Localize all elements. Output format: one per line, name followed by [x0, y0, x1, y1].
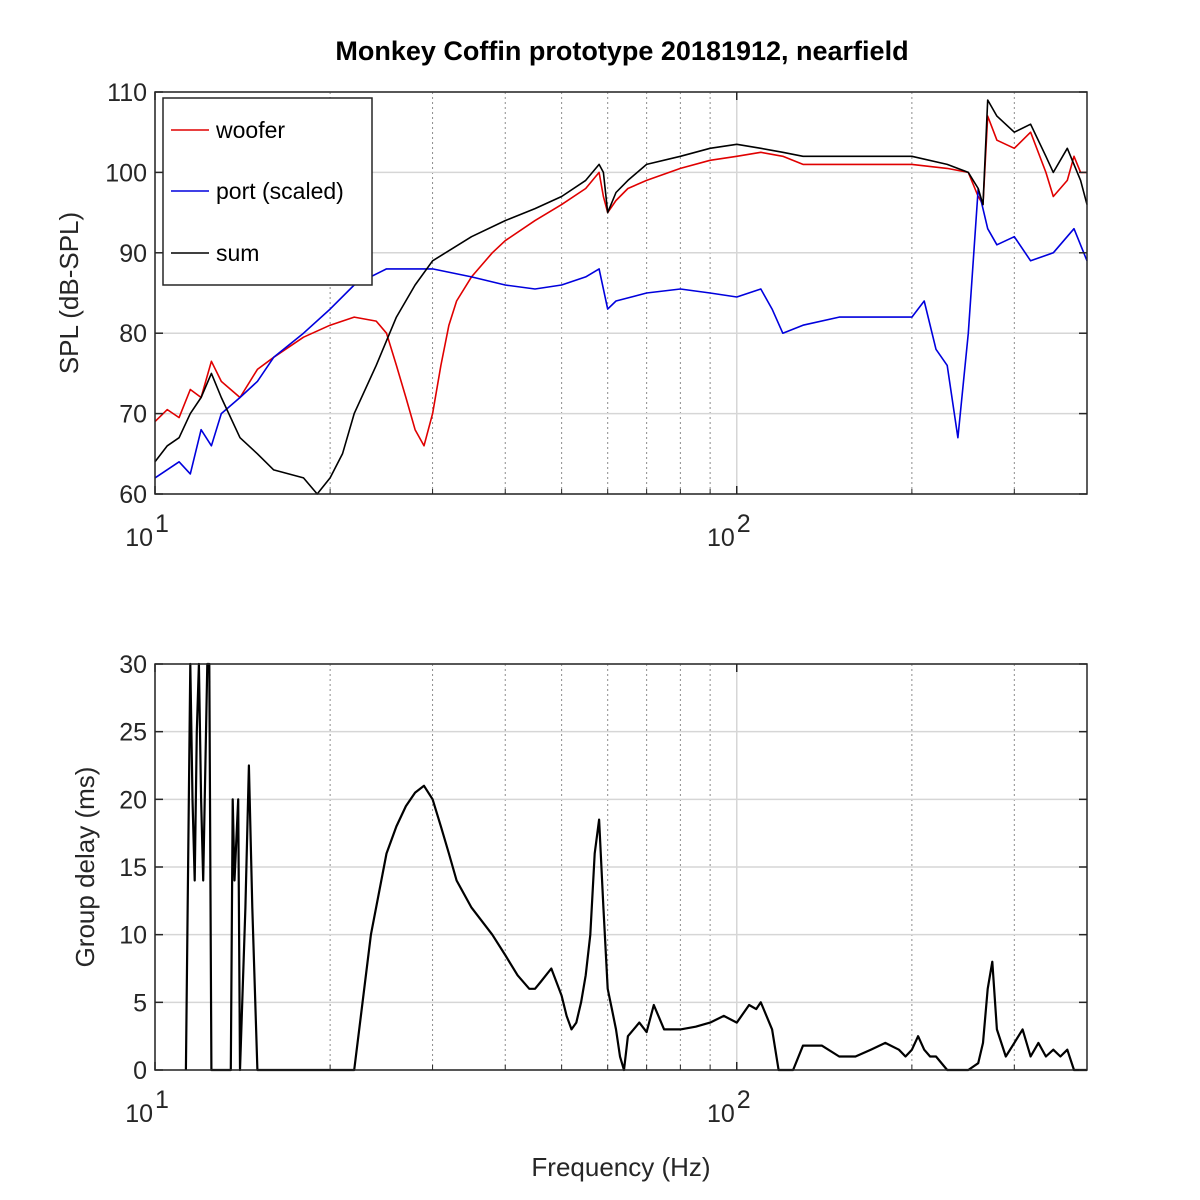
y-tick-label: 60	[119, 481, 147, 509]
y-tick-label: 90	[119, 240, 147, 268]
y-tick-label: 30	[119, 651, 147, 679]
x-tick-exponent: 2	[737, 510, 751, 538]
spl-axes-box	[154, 91, 1088, 495]
legend: woofer port (scaled) sum	[162, 97, 373, 286]
legend-label-sum: sum	[216, 240, 259, 266]
y-tick-label: 5	[133, 989, 147, 1017]
x-tick-label: 10	[707, 524, 735, 552]
y-tick-label: 25	[119, 719, 147, 747]
y-tick-label: 70	[119, 401, 147, 429]
x-axis-label: Frequency (Hz)	[531, 1152, 710, 1182]
spl-y-axis-label: SPL (dB-SPL)	[54, 212, 84, 374]
y-tick-label: 100	[105, 159, 147, 187]
x-tick-exponent: 1	[155, 510, 169, 538]
x-tick-label: 10	[125, 1100, 153, 1128]
x-tick-label: 10	[125, 524, 153, 552]
x-tick-exponent: 1	[155, 1086, 169, 1114]
spl-series	[154, 99, 1088, 495]
y-tick-label: 10	[119, 922, 147, 950]
port-scaled-line	[154, 187, 1088, 479]
y-tick-label: 0	[133, 1057, 147, 1085]
chart-title: Monkey Coffin prototype 20181912, nearfi…	[335, 36, 908, 66]
legend-label-woofer: woofer	[215, 117, 285, 143]
y-tick-label: 80	[119, 320, 147, 348]
y-tick-label: 20	[119, 786, 147, 814]
y-tick-label: 110	[107, 79, 147, 107]
group-delay-y-axis-label: Group delay (ms)	[70, 767, 100, 968]
x-tick-label: 10	[707, 1100, 735, 1128]
legend-label-port: port (scaled)	[216, 178, 344, 204]
y-tick-label: 15	[119, 854, 147, 882]
x-tick-exponent: 2	[737, 1086, 751, 1114]
sum-line	[154, 99, 1088, 495]
